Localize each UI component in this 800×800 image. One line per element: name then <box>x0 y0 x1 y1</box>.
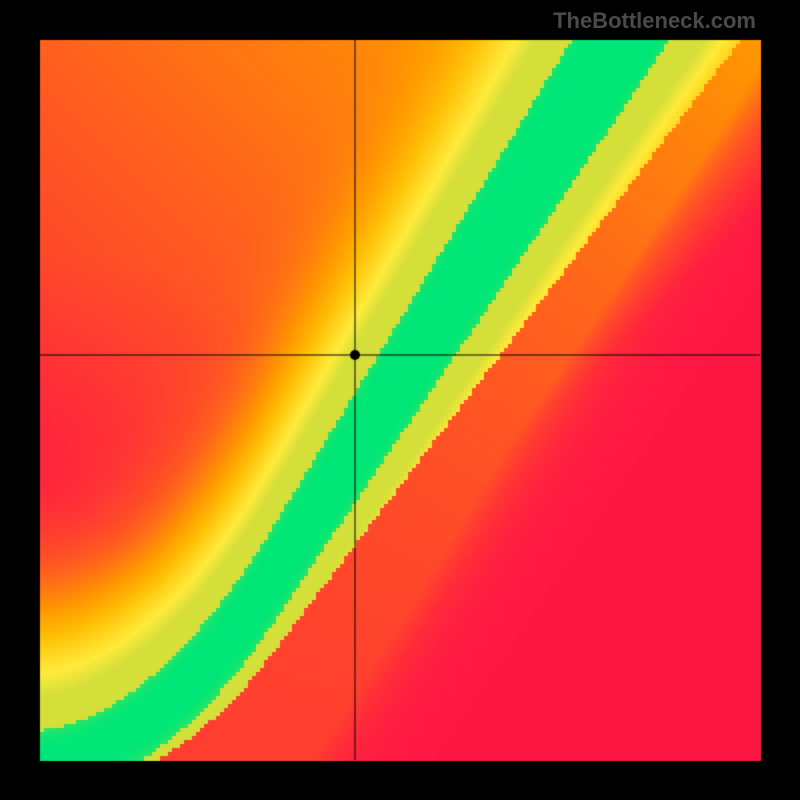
bottleneck-heatmap <box>0 0 800 800</box>
watermark-text: TheBottleneck.com <box>553 8 756 34</box>
chart-container: TheBottleneck.com <box>0 0 800 800</box>
